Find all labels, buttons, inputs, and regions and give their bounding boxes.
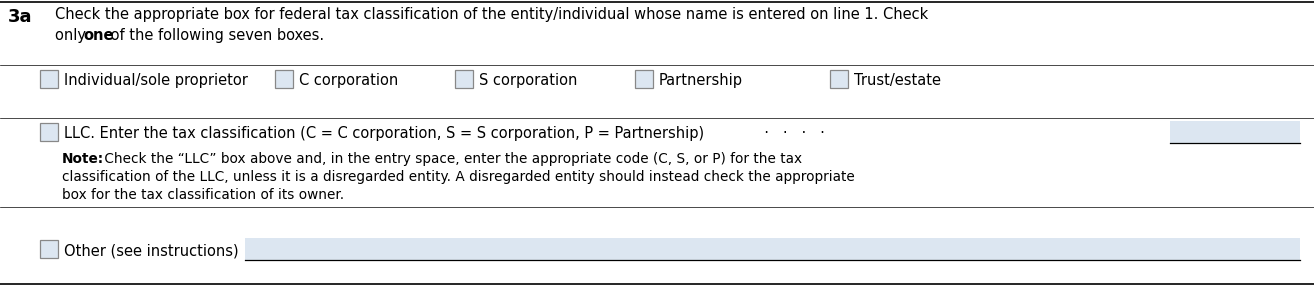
Text: of the following seven boxes.: of the following seven boxes. [106, 28, 325, 43]
Text: S corporation: S corporation [480, 73, 577, 88]
Text: box for the tax classification of its owner.: box for the tax classification of its ow… [62, 188, 344, 202]
Bar [39, 70, 58, 88]
Bar [39, 240, 58, 258]
Text: Note:: Note: [62, 152, 104, 166]
Text: one: one [83, 28, 113, 43]
Bar [455, 70, 473, 88]
Text: 3a: 3a [8, 8, 33, 26]
Text: Check the “LLC” box above and, in the entry space, enter the appropriate code (C: Check the “LLC” box above and, in the en… [100, 152, 802, 166]
Text: Trust/estate: Trust/estate [854, 73, 941, 88]
Bar [1169, 121, 1300, 143]
Text: classification of the LLC, unless it is a disregarded entity. A disregarded enti: classification of the LLC, unless it is … [62, 170, 854, 184]
Text: Check the appropriate box for federal tax classification of the entity/individua: Check the appropriate box for federal ta… [55, 7, 928, 22]
Text: Partnership: Partnership [660, 73, 742, 88]
Bar [275, 70, 293, 88]
Text: Other (see instructions): Other (see instructions) [64, 243, 239, 258]
Bar [635, 70, 653, 88]
Text: ·   ·   ·   ·: · · · · [756, 126, 825, 141]
Text: LLC. Enter the tax classification (C = C corporation, S = S corporation, P = Par: LLC. Enter the tax classification (C = C… [64, 126, 704, 141]
Text: only: only [55, 28, 91, 43]
Bar [39, 123, 58, 141]
Bar [244, 238, 1300, 260]
Text: C corporation: C corporation [300, 73, 398, 88]
Bar [830, 70, 848, 88]
Text: Individual/sole proprietor: Individual/sole proprietor [64, 73, 248, 88]
